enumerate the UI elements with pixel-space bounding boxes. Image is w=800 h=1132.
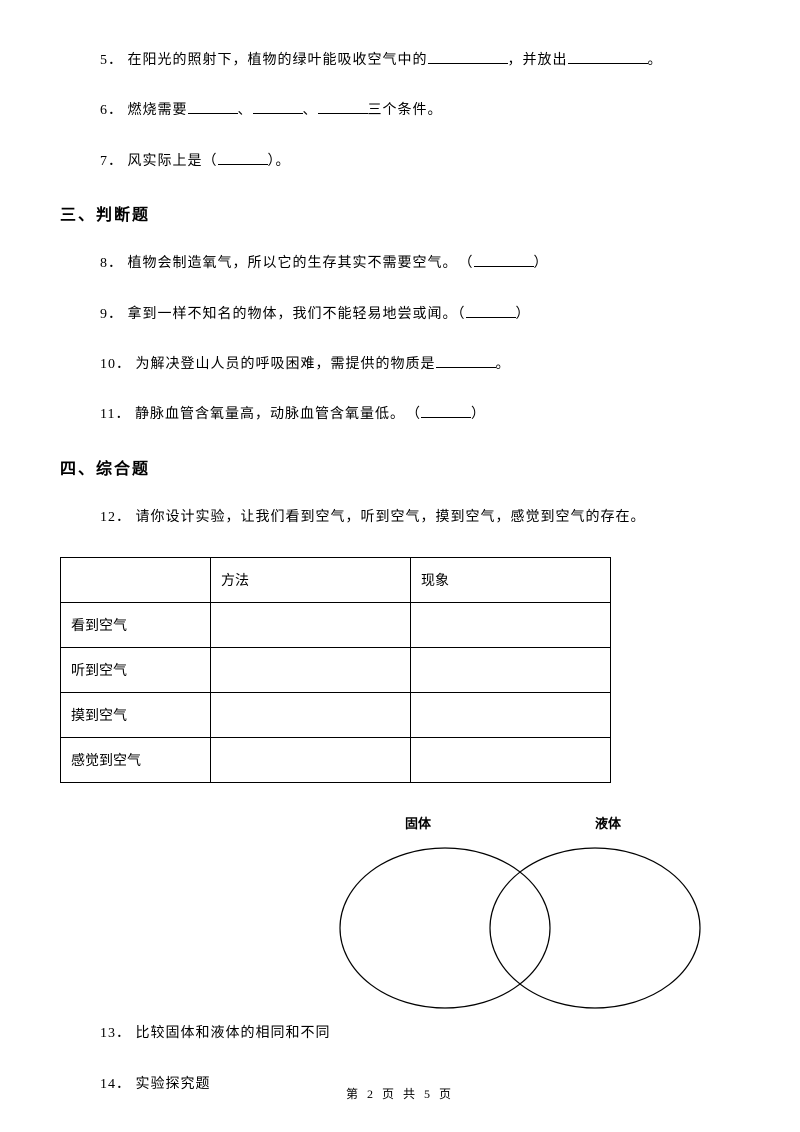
footer-total: 5: [424, 1087, 433, 1101]
table-row: 摸到空气: [61, 693, 611, 738]
table-header-phenomenon: 现象: [411, 558, 611, 603]
question-8: 8． 植物会制造氧气，所以它的生存其实不需要空气。 （ ）: [100, 253, 740, 275]
footer-text-b: 页 共: [376, 1087, 424, 1101]
question-11: 11． 静脉血管含氧量高，动脉血管含氧量低。 （ ）: [100, 404, 740, 426]
blank: [466, 304, 516, 318]
footer-page: 2: [367, 1087, 376, 1101]
q12-text-a: 请你设计实验，让我们看到空气，听到空气，摸到空气，感觉到空气的存在。: [136, 510, 646, 525]
blank: [188, 100, 238, 114]
table-cell: [211, 738, 411, 783]
q9-text-b: ）: [516, 307, 531, 322]
table-row-label: 感觉到空气: [61, 738, 211, 783]
q10-text-b: 。: [496, 357, 511, 372]
table-cell: [211, 693, 411, 738]
table-row: 感觉到空气: [61, 738, 611, 783]
q7-text-a: 风实际上是（: [128, 154, 218, 169]
blank: [253, 100, 303, 114]
q12-num: 12．: [100, 510, 131, 525]
q10-num: 10．: [100, 357, 131, 372]
table-cell-empty: [61, 558, 211, 603]
q5-text-c: 。: [648, 53, 663, 68]
q8-num: 8．: [100, 256, 123, 271]
section-3-heading: 三、判断题: [60, 201, 740, 225]
q5-num: 5．: [100, 53, 123, 68]
venn-right-ellipse: [490, 848, 700, 1008]
q8-text-b: ）: [534, 256, 549, 271]
q7-text-b: ）。: [268, 154, 291, 169]
q7-num: 7．: [100, 154, 123, 169]
question-9: 9． 拿到一样不知名的物体，我们不能轻易地尝或闻。（ ）: [100, 304, 740, 326]
venn-right-label: 液体: [595, 813, 621, 832]
blank: [421, 404, 471, 418]
q11-num: 11．: [100, 407, 130, 422]
blank: [436, 354, 496, 368]
q5-text-b: ，并放出: [508, 53, 568, 68]
q6-text-c: 、: [303, 103, 318, 118]
question-13: 13． 比较固体和液体的相同和不同: [100, 1023, 740, 1045]
q6-text-d: 三个条件。: [368, 103, 443, 118]
footer-text-c: 页: [433, 1087, 454, 1101]
blank: [428, 50, 508, 64]
question-6: 6． 燃烧需要 、 、 三个条件。: [100, 100, 740, 122]
blank: [218, 151, 268, 165]
table-cell: [411, 738, 611, 783]
q6-text-a: 燃烧需要: [128, 103, 188, 118]
table-cell: [211, 603, 411, 648]
question-7: 7． 风实际上是（ ）。: [100, 151, 740, 173]
experiment-table: 方法 现象 看到空气 听到空气 摸到空气 感觉到空气: [60, 557, 611, 783]
table-cell: [411, 603, 611, 648]
q10-text-a: 为解决登山人员的呼吸困难，需提供的物质是: [136, 357, 436, 372]
venn-left-label: 固体: [405, 813, 431, 832]
q5-text-a: 在阳光的照射下，植物的绿叶能吸收空气中的: [128, 53, 428, 68]
table-row-label: 听到空气: [61, 648, 211, 693]
venn-svg: [300, 813, 740, 1013]
q8-text-a: 植物会制造氧气，所以它的生存其实不需要空气。 （: [128, 256, 474, 271]
q6-num: 6．: [100, 103, 123, 118]
table-row: 看到空气: [61, 603, 611, 648]
footer-text-a: 第: [346, 1087, 367, 1101]
table-cell: [411, 693, 611, 738]
table-header-row: 方法 现象: [61, 558, 611, 603]
blank: [474, 253, 534, 267]
table-row-label: 摸到空气: [61, 693, 211, 738]
table-cell: [411, 648, 611, 693]
table-cell: [211, 648, 411, 693]
section-4-heading: 四、综合题: [60, 455, 740, 479]
q11-text-a: 静脉血管含氧量高，动脉血管含氧量低。 （: [135, 407, 421, 422]
venn-diagram: 固体 液体: [300, 813, 800, 1013]
table-header-method: 方法: [211, 558, 411, 603]
q13-text-a: 比较固体和液体的相同和不同: [136, 1026, 331, 1041]
q13-num: 13．: [100, 1026, 131, 1041]
q6-text-b: 、: [238, 103, 253, 118]
question-10: 10． 为解决登山人员的呼吸困难，需提供的物质是 。: [100, 354, 740, 376]
table-row-label: 看到空气: [61, 603, 211, 648]
question-12: 12． 请你设计实验，让我们看到空气，听到空气，摸到空气，感觉到空气的存在。: [100, 507, 740, 529]
venn-left-ellipse: [340, 848, 550, 1008]
question-5: 5． 在阳光的照射下，植物的绿叶能吸收空气中的 ，并放出 。: [100, 50, 740, 72]
blank: [568, 50, 648, 64]
q9-text-a: 拿到一样不知名的物体，我们不能轻易地尝或闻。（: [128, 307, 466, 322]
q11-text-b: ）: [471, 407, 486, 422]
page-footer: 第 2 页 共 5 页: [0, 1085, 800, 1102]
q9-num: 9．: [100, 307, 123, 322]
blank: [318, 100, 368, 114]
table-row: 听到空气: [61, 648, 611, 693]
